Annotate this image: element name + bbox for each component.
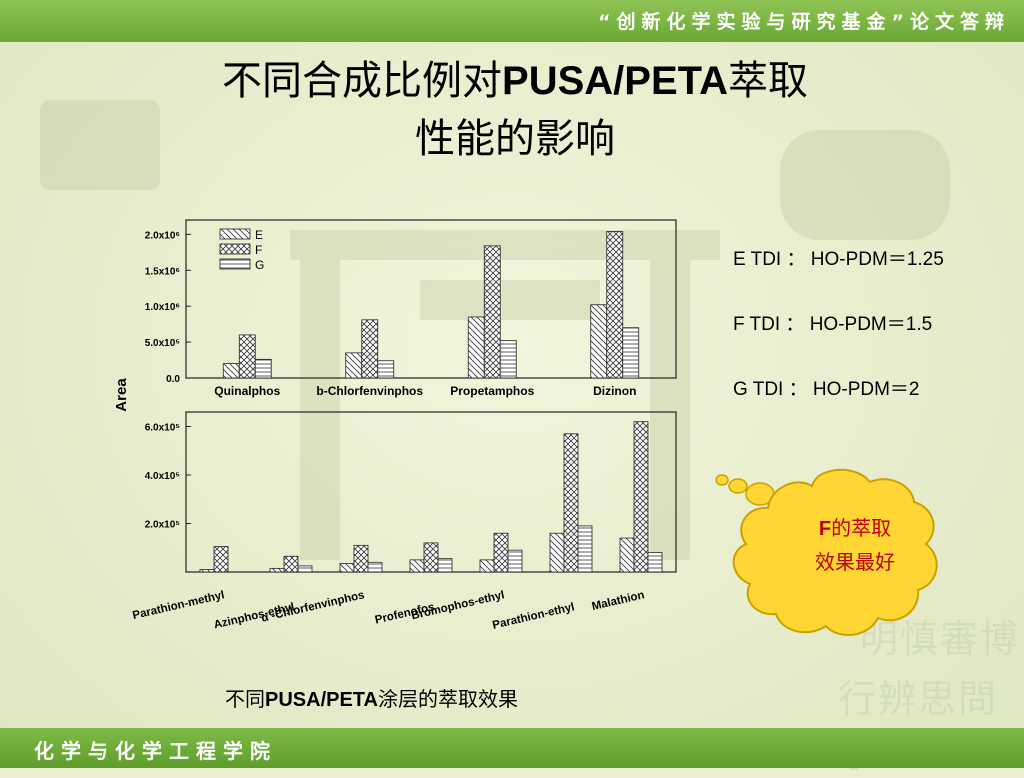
legend-label: F [255,243,262,257]
y-tick-label: 5.0x10⁵ [145,338,181,349]
bar-e [222,363,240,379]
motto-watermark-1: 明慎審博 [860,617,1021,661]
title-part-2: PUSA/PETA [502,59,728,103]
caption-part-1: 不同 [225,687,265,711]
bar-g [507,549,523,573]
category-label: Quinalphos [214,384,280,398]
title-part-3: 萃取 [727,58,808,104]
bar-g [647,552,663,573]
legend-swatch-g [219,258,251,270]
bar-g [499,340,517,379]
plot-frame [185,219,677,379]
y-axis-label: Area [113,378,130,412]
chart-caption: 不同PUSA/PETA涂层的萃取效果 [225,683,518,712]
bar-f [361,319,379,379]
caption-part-2: PUSA/PETA [265,689,378,711]
y-tick-label: 1.0x10⁶ [145,302,180,313]
bar-g [437,558,453,573]
bar-g [577,525,593,573]
legend-label: G [255,258,264,272]
bar-g [622,327,640,379]
y-tick-label: 2.0x10⁶ [145,230,180,241]
y-tick-label: 1.5x10⁶ [145,266,180,277]
footer-bar: 化学与化学工程学院 [0,728,1024,768]
y-tick-label: 4.0x10⁵ [145,471,181,482]
bar-f [283,555,299,573]
category-label: b-Chlorfenvinphos [316,384,423,398]
header-bar: “创新化学实验与研究基金”论文答辩 [0,0,1024,42]
footer-department: 化学与化学工程学院 [34,739,277,763]
bar-f [213,546,229,573]
bar-e [269,567,285,573]
y-tick-label: 0.0 [166,374,180,385]
ratio-g: G TDI ： HO-PDM＝2 [733,379,920,400]
bar-g [254,358,272,379]
legend-swatch-f [219,243,251,255]
bar-e [590,304,608,379]
watermark-art [40,100,950,560]
bar-e [345,352,363,379]
bar-e [619,537,635,573]
title-part-1: 不同合成比例对 [222,58,503,104]
bar-e [199,569,215,573]
bar-g [367,561,383,573]
bubble-line2: 效果最好 [815,550,895,574]
bar-f [423,542,439,573]
bar-f [238,334,256,379]
bar-e [409,559,425,573]
y-tick-label: 2.0x10⁵ [145,520,181,531]
bar-g [297,565,313,573]
bubble-line1: 的萃取 [831,516,892,540]
bar-f [353,544,369,573]
bar-f [483,245,501,379]
bar-f [606,231,624,379]
slide-title: 不同合成比例对PUSA/PETA萃取 性能的影响 [150,52,880,168]
category-label: Parathion-ethyl [491,601,575,630]
bubble-text: F的萃取 效果最好 [800,512,910,579]
bar-f [493,532,509,573]
ratio-f: F TDI ： HO-PDM＝1.5 [733,314,933,335]
ratio-e: E TDI ： HO-PDM＝1.25 [733,249,944,270]
bar-e [339,563,355,573]
caption-part-3: 涂层的萃取效果 [377,687,518,711]
thought-bubble [715,468,938,637]
bar-chart: Area 0.0 5.0x10⁵ 1.0x10⁶ 1.5x10⁶ 2.0x10⁶ Quin… [113,219,677,630]
bar-e [549,532,565,573]
bar-e [467,316,485,379]
title-line-2: 性能的影响 [415,116,615,162]
category-label: Parathion-methyl [131,589,225,622]
legend-swatch-e [219,228,251,240]
category-label: Malathion [591,589,646,613]
bar-f [563,433,579,573]
category-label: Propetamphos [450,384,534,398]
category-label: Dizinon [593,384,636,398]
header-banner: “创新化学实验与研究基金”论文答辩 [598,11,1010,33]
y-tick-label: 6.0x10⁵ [145,423,181,434]
bar-g [377,360,395,379]
bubble-f-letter: F [818,518,832,540]
bar-e [479,559,495,573]
legend-label: E [255,228,263,242]
bar-f [633,421,649,573]
